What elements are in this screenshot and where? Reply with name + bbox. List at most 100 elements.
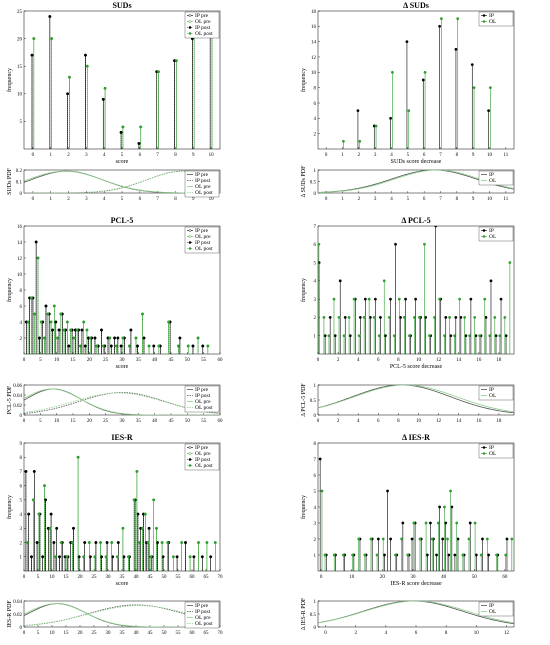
data-point — [135, 469, 139, 473]
data-point — [33, 312, 37, 316]
series-ol-post — [26, 256, 210, 354]
data-point — [463, 315, 467, 319]
x-tick-label: 10 — [209, 153, 215, 158]
x-tick-label: 9 — [192, 153, 195, 158]
y-tick-label: 10 — [17, 273, 23, 278]
x-tick-label: 45 — [148, 575, 154, 580]
y-tick-label: 2 — [314, 316, 317, 321]
data-point — [171, 555, 175, 559]
data-point — [456, 537, 460, 541]
data-point — [84, 53, 87, 57]
x-tick-label: 45 — [169, 358, 175, 363]
legend-label: IP pre — [195, 13, 209, 19]
x-tick-label: 6 — [423, 153, 426, 158]
data-point — [132, 498, 136, 502]
data-point — [87, 541, 91, 545]
x-tick-label: 0 — [317, 358, 320, 363]
x-tick-label: 8 — [456, 197, 459, 202]
x-axis-label: PCL-5 score decrease — [390, 364, 443, 370]
x-tick-label: 55 — [176, 575, 182, 580]
data-point — [95, 344, 99, 348]
data-point — [152, 498, 156, 502]
x-tick-label: 1 — [49, 153, 52, 158]
legend-label: IP pre — [195, 445, 209, 451]
y-tick-label: 0.04 — [13, 394, 22, 399]
data-point — [26, 320, 30, 324]
data-point — [381, 537, 385, 541]
x-tick-label: 10 — [54, 358, 60, 363]
legend-label: IP post — [195, 393, 211, 399]
data-point — [146, 541, 150, 545]
data-point — [434, 226, 438, 228]
data-point — [412, 521, 416, 525]
data-point — [443, 505, 446, 509]
legend-marker — [482, 20, 486, 23]
y-tick-label: 10 — [311, 71, 317, 76]
data-point — [470, 63, 474, 67]
y-tick-label: 1 — [314, 335, 317, 340]
x-tick-label: 6 — [139, 153, 142, 158]
chart-ies_pdf: 0 5 10 15 20 25 30 35 40 45 50 55 60 65 70 0 0.02 0.04IES… — [7, 600, 223, 636]
legend-label: IP — [489, 172, 494, 178]
data-point — [65, 555, 69, 559]
plot-frame — [317, 10, 515, 150]
y-tick-label: 0.1 — [16, 180, 23, 185]
x-tick-label: 35 — [120, 575, 126, 580]
data-point — [157, 70, 160, 74]
x-tick-label: 4 — [385, 631, 388, 636]
x-tick-label: 6 — [377, 419, 380, 424]
x-tick-label: 8 — [174, 197, 177, 202]
x-tick-label: 4 — [390, 197, 393, 202]
data-point — [142, 336, 146, 340]
legend-label: OL pre — [195, 615, 211, 621]
data-point — [37, 336, 41, 340]
y-tick-label: 12 — [311, 56, 317, 61]
data-point — [423, 70, 427, 74]
x-tick-label: 20 — [78, 575, 84, 580]
data-point — [376, 537, 380, 541]
data-point — [85, 64, 89, 68]
legend-marker — [482, 446, 486, 449]
x-tick-label: 50 — [185, 419, 191, 424]
data-point — [438, 297, 441, 301]
data-point — [439, 17, 443, 21]
data-point — [101, 97, 105, 101]
x-tick-label: 10 — [50, 631, 56, 636]
data-point — [454, 315, 458, 319]
data-point — [378, 315, 382, 319]
series-ol — [341, 17, 492, 149]
data-point — [71, 541, 74, 545]
data-point — [213, 541, 217, 545]
y-tick-label: 16 — [17, 225, 23, 230]
x-tick-label: 2 — [358, 153, 361, 158]
x-tick-label: 65 — [204, 631, 210, 636]
pdf-curve-ol-pre — [24, 388, 220, 415]
legend-box — [478, 601, 514, 617]
legend-label: OL post — [195, 31, 213, 37]
legend-marker — [188, 229, 192, 232]
data-point — [342, 334, 346, 338]
pdf-curve-ol-pre — [24, 603, 220, 627]
data-point — [32, 469, 36, 473]
y-axis-label: Δ IES-R PDF — [301, 597, 307, 630]
data-point — [176, 344, 180, 348]
data-point — [174, 59, 178, 63]
y-tick-label: 0 — [20, 414, 23, 419]
series-ol-post — [26, 455, 217, 571]
data-point — [356, 109, 360, 113]
data-point — [397, 297, 401, 301]
data-point — [41, 555, 45, 559]
legend-label: OL — [489, 234, 497, 240]
data-point — [347, 315, 351, 319]
data-point — [343, 315, 347, 319]
x-tick-label: 14 — [456, 358, 462, 363]
y-axis-label: SUDs PDF — [7, 167, 13, 195]
y-tick-label: 4 — [20, 513, 23, 518]
data-point — [332, 553, 336, 557]
data-point — [323, 553, 327, 557]
